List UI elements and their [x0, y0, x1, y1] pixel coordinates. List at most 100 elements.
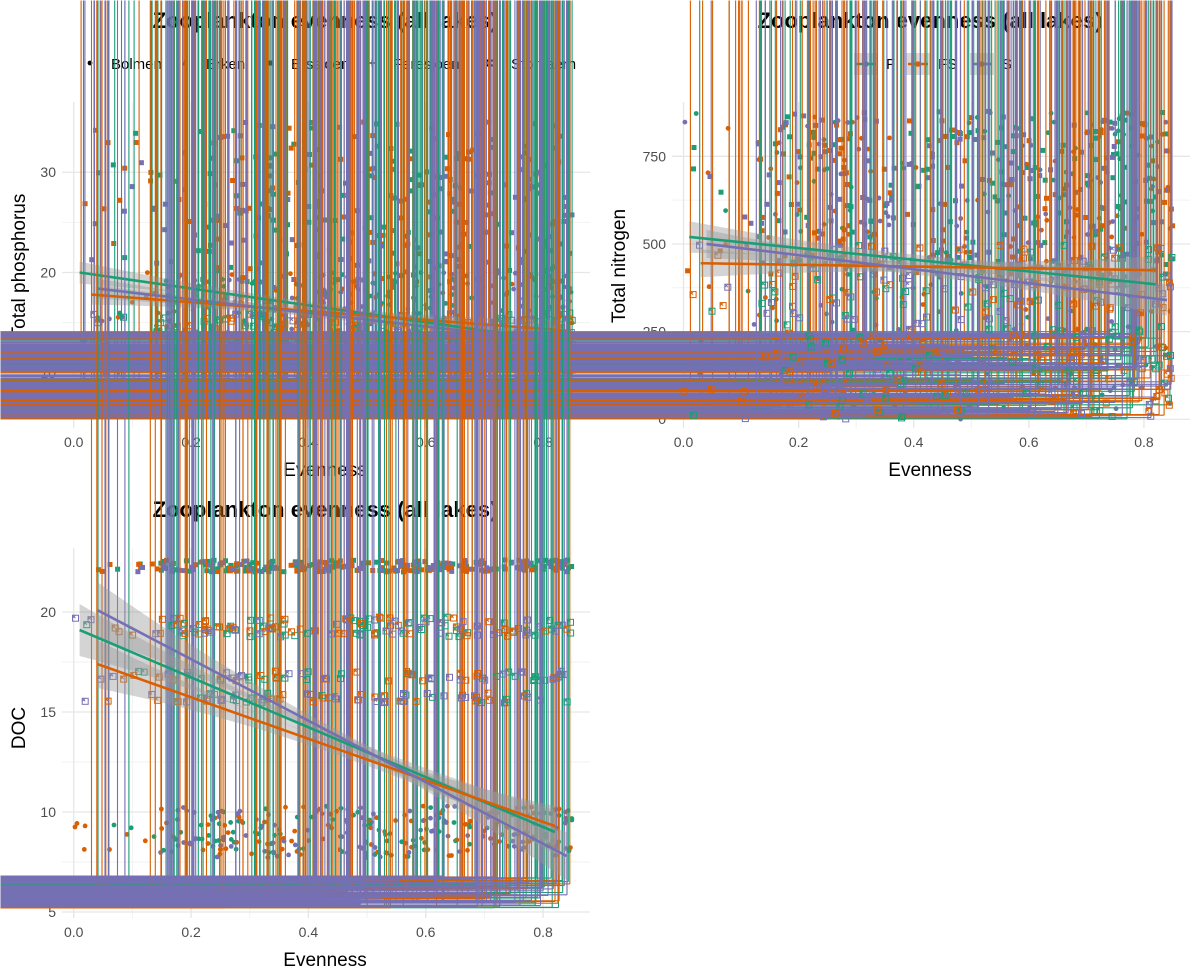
data-point: [428, 805, 434, 810]
data-point: [230, 829, 236, 835]
data-point: [718, 189, 724, 195]
data-point: [1040, 147, 1046, 153]
data-point: [138, 160, 144, 166]
data-point: [115, 314, 121, 320]
data-point: [502, 182, 508, 188]
data-point: [292, 842, 298, 848]
data-point: [723, 208, 728, 214]
data-point: [445, 632, 453, 640]
data-point: [0, 0, 193, 892]
data-point: [340, 192, 346, 198]
data-point: [522, 248, 528, 254]
x-tick-label: 0.6: [416, 434, 436, 450]
data-point: [1042, 177, 1048, 183]
data-point: [394, 261, 400, 267]
data-point: [228, 837, 234, 842]
data-point: [262, 848, 268, 854]
data-point: [1083, 215, 1089, 220]
data-point: [0, 0, 318, 907]
data-point: [0, 0, 208, 885]
data-point: [197, 129, 203, 134]
data-point: [133, 130, 139, 136]
data-point: [0, 0, 345, 890]
data-point: [389, 852, 394, 858]
data-point: [229, 272, 235, 277]
data-point: [489, 211, 495, 217]
data-point: [522, 150, 528, 156]
data-point: [234, 561, 240, 567]
data-point: [1120, 382, 1126, 388]
data-point: [187, 219, 193, 224]
data-point: [0, 0, 237, 902]
data-point: [368, 229, 374, 235]
data-point: [288, 145, 294, 151]
data-point: [1109, 319, 1114, 324]
data-point: [725, 125, 731, 131]
data-point: [281, 320, 289, 328]
data-point: [1110, 154, 1115, 160]
data-point: [111, 822, 117, 828]
data-point: [247, 616, 254, 624]
legend-item-s: S: [970, 53, 1012, 75]
data-point: [845, 120, 851, 125]
legend-item-f: F: [854, 53, 895, 75]
data-point: [288, 271, 293, 277]
y-tick-label: 500: [643, 236, 667, 252]
x-tick-label: 0.6: [1019, 434, 1039, 450]
data-point: [129, 184, 135, 190]
data-point: [228, 820, 234, 825]
data-point: [308, 120, 314, 125]
data-point: [0, 0, 98, 902]
data-point: [509, 230, 514, 236]
data-point: [964, 303, 972, 311]
data-point: [449, 196, 455, 202]
data-point: [289, 295, 295, 301]
data-point: [811, 178, 817, 184]
y-axis-label: Total phosphorus: [9, 194, 30, 339]
data-point: [691, 145, 697, 150]
data-point: [228, 314, 236, 322]
data-point: [959, 183, 965, 189]
data-point: [285, 670, 293, 678]
x-tick-label: 0.4: [299, 924, 319, 940]
data-point: [228, 264, 233, 270]
data-point: [409, 156, 415, 162]
data-point: [0, 0, 277, 904]
data-point: [368, 215, 374, 221]
data-point: [394, 121, 400, 127]
data-point: [813, 122, 819, 128]
data-point: [230, 567, 236, 572]
data-point: [173, 178, 179, 184]
data-point: [216, 217, 221, 223]
data-point: [309, 125, 315, 131]
data-point: [390, 228, 396, 234]
data-point: [845, 272, 851, 277]
y-tick-label: 30: [40, 164, 56, 180]
data-point: [418, 626, 426, 633]
data-point: [228, 240, 234, 246]
data-point: [120, 313, 127, 321]
data-point: [214, 854, 220, 860]
data-point: [445, 803, 450, 809]
data-point: [708, 307, 716, 315]
data-point: [0, 0, 174, 899]
data-point: [0, 0, 175, 893]
data-point: [117, 197, 123, 203]
data-point: [409, 188, 415, 194]
data-point: [110, 162, 116, 168]
x-tick-label: 0.6: [416, 924, 436, 940]
data-point: [234, 839, 240, 845]
legend-label: F: [886, 56, 895, 73]
data-point: [1109, 234, 1115, 240]
data-point: [368, 842, 374, 847]
data-point: [719, 302, 727, 310]
data-point: [266, 188, 272, 194]
data-point: [96, 170, 102, 176]
data-point: [447, 279, 453, 285]
data-point: [289, 326, 295, 332]
data-point: [351, 812, 356, 818]
data-point: [289, 317, 297, 325]
x-tick-label: 0.0: [64, 924, 84, 940]
data-point: [379, 276, 385, 282]
x-tick-label: 0.8: [533, 924, 553, 940]
